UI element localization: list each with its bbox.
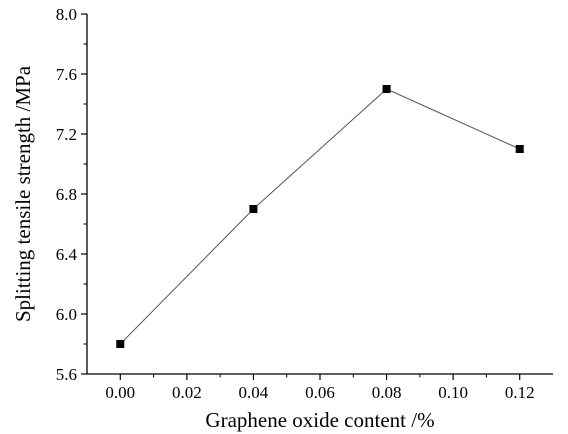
y-axis-title: Splitting tensile strength /MPa <box>11 65 35 322</box>
y-tick-label: 7.2 <box>56 125 77 144</box>
x-tick-label: 0.06 <box>305 383 335 402</box>
series-line <box>119 88 520 345</box>
y-tick-label: 7.6 <box>56 65 77 84</box>
axes <box>86 14 553 375</box>
y-tick-label: 5.6 <box>56 365 77 384</box>
y-tick-label: 8.0 <box>56 5 77 24</box>
ticks: 0.00 0.02 0.04 0.06 0.08 0.10 0.12 5.6 6.0 6.4 6.8… <box>56 5 535 402</box>
x-tick-label: 0.00 <box>105 383 135 402</box>
data-point-marker <box>249 205 258 213</box>
series-layer <box>116 85 524 348</box>
data-point-marker <box>382 85 391 93</box>
y-tick-label: 6.0 <box>56 305 77 324</box>
x-tick-label: 0.12 <box>505 383 535 402</box>
data-point-marker <box>116 340 125 348</box>
y-tick-label: 6.4 <box>56 245 78 264</box>
x-tick-label: 0.08 <box>372 383 402 402</box>
x-tick-label: 0.10 <box>438 383 468 402</box>
x-tick-label: 0.02 <box>172 383 202 402</box>
x-tick-label: 0.04 <box>239 383 269 402</box>
y-tick-label: 6.8 <box>56 185 77 204</box>
data-point-marker <box>515 145 524 153</box>
x-axis-title: Graphene oxide content /% <box>205 408 434 432</box>
